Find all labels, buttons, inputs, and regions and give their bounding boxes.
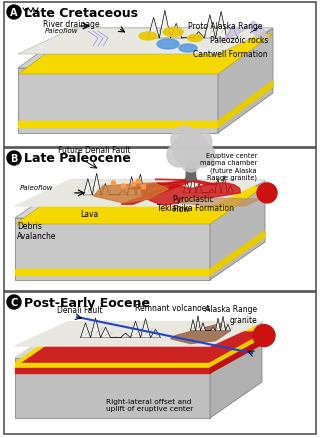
Circle shape [191,144,215,168]
Polygon shape [187,180,218,185]
Polygon shape [18,29,273,55]
Polygon shape [15,358,210,418]
FancyBboxPatch shape [4,3,316,148]
Circle shape [186,130,212,155]
Text: Future Denali Fault: Future Denali Fault [58,146,131,155]
Circle shape [7,295,21,309]
Text: Late Paleocene: Late Paleocene [24,152,131,165]
FancyBboxPatch shape [4,292,316,434]
Circle shape [137,180,140,184]
Text: Paleoflow: Paleoflow [20,184,53,191]
Text: B: B [10,154,18,164]
Polygon shape [15,180,265,219]
Circle shape [253,325,275,347]
Polygon shape [18,122,218,128]
Polygon shape [15,322,262,358]
Polygon shape [84,174,154,195]
Polygon shape [81,318,161,338]
Polygon shape [181,198,260,206]
Ellipse shape [157,40,179,50]
Polygon shape [15,368,210,373]
Polygon shape [185,179,197,180]
Polygon shape [18,69,218,134]
Text: Alaska Range
granite: Alaska Range granite [205,304,257,324]
Circle shape [171,127,199,155]
Polygon shape [15,332,262,368]
Text: A: A [10,8,18,18]
Polygon shape [18,29,273,69]
Polygon shape [15,187,265,225]
Polygon shape [15,363,210,368]
Polygon shape [129,180,195,189]
Circle shape [7,6,21,20]
Polygon shape [15,269,210,276]
Circle shape [122,184,125,188]
Text: Right-lateral offset and
uplift of eruptive center: Right-lateral offset and uplift of erupt… [106,398,193,411]
Circle shape [257,184,277,203]
Circle shape [132,183,135,187]
Polygon shape [15,327,262,363]
Text: C: C [10,297,18,307]
Polygon shape [15,322,262,346]
Polygon shape [210,322,262,418]
Polygon shape [210,180,265,280]
Polygon shape [183,176,234,194]
Text: River drainage: River drainage [43,20,100,29]
Text: Pyroclastic
Flow: Pyroclastic Flow [172,194,213,213]
Circle shape [167,144,191,168]
Circle shape [7,152,21,166]
Polygon shape [218,29,273,134]
Polygon shape [218,22,268,42]
Ellipse shape [163,28,183,37]
Circle shape [181,153,201,173]
Text: Cantwell Formation: Cantwell Formation [193,50,268,59]
Text: Eruptive center
magma chamber
(future Alaska
Range granite): Eruptive center magma chamber (future Al… [200,153,257,181]
Text: Paleozoic rocks: Paleozoic rocks [210,36,268,45]
Text: Paleoflow: Paleoflow [45,28,78,34]
Polygon shape [190,316,230,331]
Polygon shape [93,184,169,203]
Polygon shape [186,161,196,180]
Text: Proto Alaska Range: Proto Alaska Range [188,22,263,31]
Ellipse shape [179,45,197,53]
Ellipse shape [139,33,157,41]
Text: Lava: Lava [80,209,98,219]
Text: Post-Early Eocene: Post-Early Eocene [24,296,150,309]
Text: Debris
Avalanche: Debris Avalanche [17,221,57,240]
Polygon shape [210,339,262,373]
Polygon shape [15,219,210,280]
Polygon shape [148,11,238,39]
Ellipse shape [188,35,203,42]
Text: Denali Fault: Denali Fault [57,305,103,314]
Circle shape [173,133,209,169]
Polygon shape [210,335,262,368]
Circle shape [111,181,116,185]
Text: Remnant volcanoes: Remnant volcanoes [135,303,211,312]
Polygon shape [141,184,241,206]
Polygon shape [218,82,273,128]
Polygon shape [18,35,273,75]
FancyBboxPatch shape [4,148,316,291]
Text: Teklanika Formation: Teklanika Formation [157,204,234,212]
Polygon shape [171,324,230,344]
Polygon shape [15,180,265,207]
Polygon shape [210,231,265,276]
Text: Late Cretaceous: Late Cretaceous [24,7,138,19]
Polygon shape [121,180,195,205]
Circle shape [141,185,146,190]
